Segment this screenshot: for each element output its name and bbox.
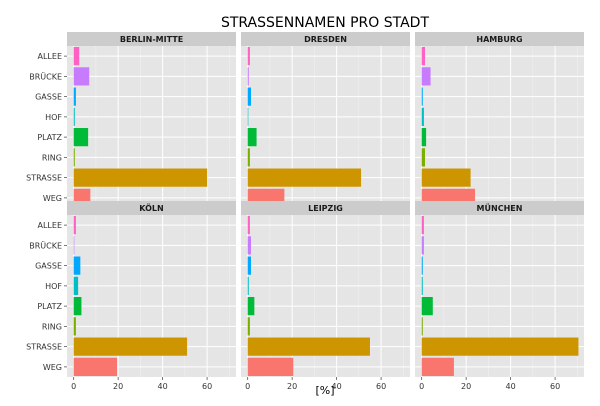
y-tick-label: ALLEE xyxy=(38,221,63,230)
bar-leipzig-weg xyxy=(247,357,294,376)
x-axis-title: [%] xyxy=(315,384,334,397)
bar-münchen-gasse xyxy=(421,256,423,275)
y-tick-label: HOF xyxy=(45,282,62,291)
strip-dresden xyxy=(241,32,410,46)
x-tick-label: 0 xyxy=(71,382,76,391)
bar-leipzig-strasse xyxy=(247,337,370,356)
y-tick-label: STRASSE xyxy=(26,343,62,352)
strip-label-münchen: MÜNCHEN xyxy=(477,203,523,213)
y-tick-label: GASSE xyxy=(35,262,62,271)
y-tick-label: PLATZ xyxy=(37,302,62,311)
panel-leipzig: LEIPZIG xyxy=(241,201,410,377)
bar-münchen-brücke xyxy=(421,236,424,255)
bar-berlin-mitte-strasse xyxy=(73,168,208,187)
strip-berlin-mitte xyxy=(67,32,236,46)
x-tick-label: 20 xyxy=(113,382,123,391)
bar-köln-ring xyxy=(73,317,76,336)
bar-hamburg-allee xyxy=(421,47,426,66)
bar-köln-weg xyxy=(73,357,118,376)
bar-berlin-mitte-ring xyxy=(73,148,75,167)
bar-dresden-hof xyxy=(247,107,249,126)
x-tick-label: 60 xyxy=(376,382,386,391)
bar-köln-gasse xyxy=(73,256,81,275)
bar-köln-platz xyxy=(73,297,82,316)
bar-münchen-allee xyxy=(421,216,424,235)
y-tick-label: BRÜCKE xyxy=(29,240,62,250)
x-tick-label: 0 xyxy=(245,382,250,391)
bar-köln-strasse xyxy=(73,337,188,356)
y-tick-label: BRÜCKE xyxy=(29,71,62,81)
strip-köln xyxy=(67,201,236,215)
bar-köln-brücke xyxy=(73,236,75,255)
strip-label-dresden: DRESDEN xyxy=(304,35,347,44)
bar-leipzig-gasse xyxy=(247,256,252,275)
category-axes: ALLEE BRÜCKE GASSE HOF PLATZ RING STRASSE WEG AL… xyxy=(26,52,67,372)
bar-berlin-mitte-hof xyxy=(73,107,75,126)
bar-berlin-mitte-brücke xyxy=(73,67,90,86)
bar-dresden-ring xyxy=(247,148,250,167)
x-tick-label: 20 xyxy=(287,382,297,391)
panel-grid: BERLIN-MITTE DRESDEN HAMBURG KÖLN LEIPZIG MÜN… xyxy=(67,32,584,377)
strip-label-berlin-mitte: BERLIN-MITTE xyxy=(120,35,183,44)
y-tick-label: RING xyxy=(42,153,62,162)
bar-münchen-weg xyxy=(421,357,454,376)
y-tick-label: WEG xyxy=(43,363,62,372)
x-tick-label: 0 xyxy=(419,382,424,391)
panel-berlin-mitte: BERLIN-MITTE xyxy=(67,32,236,208)
bar-berlin-mitte-allee xyxy=(73,47,80,66)
strip-leipzig xyxy=(241,201,410,215)
bar-leipzig-ring xyxy=(247,317,250,336)
y-tick-label: RING xyxy=(42,322,62,331)
y-tick-label: GASSE xyxy=(35,93,62,102)
bar-münchen-platz xyxy=(421,297,433,316)
bar-köln-hof xyxy=(73,276,79,295)
x-tick-label: 20 xyxy=(461,382,471,391)
x-tick-label: 40 xyxy=(332,382,342,391)
bar-hamburg-strasse xyxy=(421,168,471,187)
bar-berlin-mitte-platz xyxy=(73,128,89,147)
chart-title: STRASSENNAMEN PRO STADT xyxy=(221,15,430,31)
strip-label-hamburg: HAMBURG xyxy=(476,35,522,44)
bar-hamburg-hof xyxy=(421,107,424,126)
bar-leipzig-hof xyxy=(247,276,249,295)
bar-leipzig-platz xyxy=(247,297,255,316)
strip-hamburg xyxy=(415,32,584,46)
bar-dresden-brücke xyxy=(247,67,249,86)
bar-dresden-platz xyxy=(247,128,257,147)
bar-hamburg-brücke xyxy=(421,67,431,86)
strip-label-leipzig: LEIPZIG xyxy=(308,204,343,213)
bar-leipzig-allee xyxy=(247,216,250,235)
x-tick-label: 60 xyxy=(550,382,560,391)
x-tick-label: 40 xyxy=(158,382,168,391)
y-tick-label: STRASSE xyxy=(26,174,62,183)
bar-hamburg-platz xyxy=(421,128,427,147)
bar-münchen-ring xyxy=(421,317,423,336)
strip-label-köln: KÖLN xyxy=(139,203,163,213)
strip-münchen xyxy=(415,201,584,215)
y-tick-label: HOF xyxy=(45,113,62,122)
panel-münchen: MÜNCHEN xyxy=(415,201,584,377)
panel-köln: KÖLN xyxy=(67,201,236,377)
bar-dresden-strasse xyxy=(247,168,362,187)
bar-hamburg-ring xyxy=(421,148,426,167)
bar-köln-allee xyxy=(73,216,76,235)
bar-hamburg-gasse xyxy=(421,87,423,106)
panel-dresden: DRESDEN xyxy=(241,32,410,208)
bar-dresden-gasse xyxy=(247,87,252,106)
y-tick-label: PLATZ xyxy=(37,133,62,142)
y-tick-label: ALLEE xyxy=(38,52,63,61)
bar-münchen-hof xyxy=(421,276,423,295)
bar-berlin-mitte-gasse xyxy=(73,87,76,106)
bar-leipzig-brücke xyxy=(247,236,252,255)
value-axes: 0 20 40 60 0 20 40 60 0 20 40 60 xyxy=(71,377,560,391)
x-tick-label: 40 xyxy=(506,382,516,391)
y-tick-label: WEG xyxy=(43,194,62,203)
bar-münchen-strasse xyxy=(421,337,579,356)
bar-dresden-allee xyxy=(247,47,250,66)
x-tick-label: 60 xyxy=(202,382,212,391)
panel-hamburg: HAMBURG xyxy=(415,32,584,208)
